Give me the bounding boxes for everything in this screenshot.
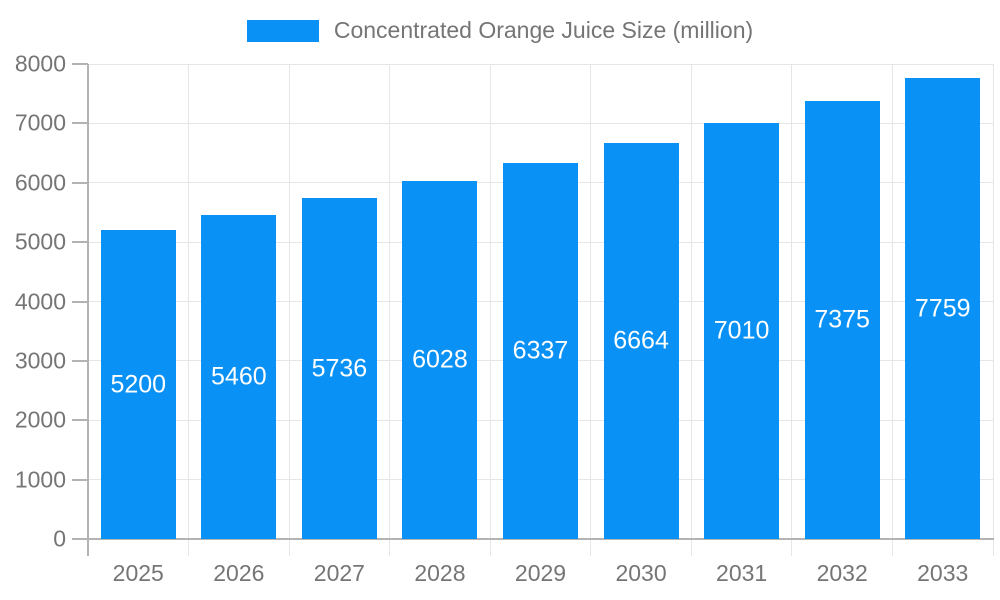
x-gridline <box>791 64 793 556</box>
bar[interactable]: 6664 <box>603 143 679 539</box>
y-tick-label: 5000 <box>14 228 66 255</box>
bar-value-label: 7759 <box>914 294 971 323</box>
y-tick <box>72 122 88 125</box>
bar[interactable]: 5736 <box>301 198 377 539</box>
bar-value-label: 6664 <box>613 326 669 355</box>
y-tick <box>72 181 88 184</box>
x-tick-label: 2028 <box>414 560 466 586</box>
bar[interactable]: 7375 <box>804 101 880 539</box>
x-tick-label: 2030 <box>615 560 667 586</box>
legend-swatch-icon <box>246 19 319 42</box>
x-gridline <box>288 64 290 556</box>
y-tick-label: 3000 <box>14 347 66 374</box>
y-tick-label: 7000 <box>14 109 66 136</box>
y-tick <box>72 359 88 362</box>
y-tick-label: 4000 <box>14 288 66 314</box>
x-gridline <box>188 64 190 556</box>
y-tick <box>72 241 88 244</box>
bar[interactable]: 5200 <box>100 230 176 539</box>
y-axis-line <box>87 64 89 556</box>
x-gridline <box>690 64 692 556</box>
y-tick-label: 6000 <box>14 169 66 196</box>
legend-label: Concentrated Orange Juice Size (million) <box>333 17 754 43</box>
x-gridline <box>992 64 994 556</box>
bar[interactable]: 6028 <box>402 181 478 539</box>
x-tick-label: 2031 <box>716 560 768 586</box>
y-gridline <box>88 122 993 124</box>
bar-value-label: 7010 <box>713 316 770 345</box>
bar-value-label: 5460 <box>211 362 267 391</box>
x-tick-label: 2026 <box>213 560 265 586</box>
x-tick-label: 2029 <box>514 560 567 586</box>
x-axis-line <box>87 538 994 540</box>
y-tick <box>72 419 88 422</box>
y-tick-label: 1000 <box>14 466 66 493</box>
bar-value-label: 6028 <box>412 345 468 374</box>
bar[interactable]: 6337 <box>503 162 578 539</box>
x-tick-label: 2027 <box>313 560 365 586</box>
y-tick <box>72 478 88 481</box>
bar[interactable]: 7010 <box>704 122 780 539</box>
x-gridline <box>590 64 592 556</box>
bar[interactable]: 7759 <box>905 78 981 539</box>
x-gridline <box>489 64 491 556</box>
bar-value-label: 5736 <box>311 354 368 383</box>
x-tick-label: 2033 <box>917 560 969 586</box>
y-tick <box>72 300 88 303</box>
x-gridline <box>891 64 893 556</box>
y-gridline <box>88 63 993 65</box>
y-tick-label: 8000 <box>14 50 66 77</box>
x-gridline <box>389 64 391 556</box>
x-tick-label: 2032 <box>816 560 868 586</box>
y-tick-label: 2000 <box>14 406 66 433</box>
x-tick-label: 2025 <box>112 560 164 586</box>
bar-value-label: 6337 <box>512 336 569 365</box>
chart-legend[interactable]: Concentrated Orange Juice Size (million) <box>0 19 1000 42</box>
y-tick-label: 0 <box>53 525 66 552</box>
bar-value-label: 5200 <box>110 370 167 399</box>
bar[interactable]: 5460 <box>201 214 277 539</box>
y-tick <box>72 63 88 65</box>
bar-value-label: 7375 <box>814 305 870 334</box>
y-tick <box>72 538 88 540</box>
